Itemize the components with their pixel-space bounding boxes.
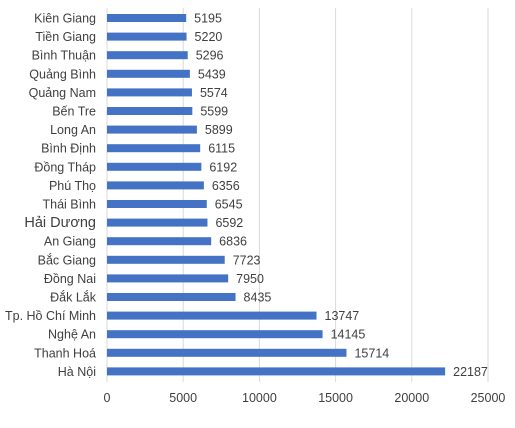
x-tick-label: 20000 (394, 391, 429, 405)
bar (107, 255, 225, 264)
value-label: 5220 (195, 30, 223, 44)
category-label: Tp. Hồ Chí Minh (5, 309, 96, 323)
value-label: 15714 (354, 346, 389, 360)
category-label: Thanh Hoá (34, 346, 96, 360)
bar (107, 144, 201, 153)
category-label: Bình Thuận (32, 49, 96, 63)
bar (107, 237, 212, 246)
bar (107, 311, 317, 320)
bar (107, 274, 229, 283)
x-axis-tick-labels: 0 5000 10000 15000 20000 25000 (104, 391, 506, 405)
category-label: Kiên Giang (34, 12, 96, 26)
bar (107, 200, 207, 208)
value-label: 13747 (325, 309, 360, 323)
category-label: Phú Thọ (49, 179, 96, 193)
category-label: Tiền Giang (35, 30, 96, 44)
value-label: 6592 (215, 216, 243, 230)
x-tick-label: 0 (104, 391, 111, 405)
value-label: 6192 (209, 160, 237, 174)
x-tick-label: 5000 (169, 391, 197, 405)
category-label: Đồng Tháp (34, 160, 96, 174)
category-label: An Giang (44, 235, 96, 249)
value-label: 5296 (196, 49, 224, 63)
bar (107, 367, 446, 376)
value-label: 5195 (194, 12, 222, 26)
bar (107, 181, 204, 190)
category-label: Quảng Nam (29, 86, 96, 100)
bar (107, 330, 323, 339)
bar (107, 51, 188, 60)
category-label: Bình Định (41, 142, 96, 156)
category-label: Hải Dương (24, 215, 96, 231)
value-label: 6115 (208, 142, 235, 156)
bar (107, 14, 187, 22)
gridlines (106, 8, 489, 382)
value-label: 5574 (200, 86, 228, 100)
bar (107, 32, 187, 41)
category-label: Bến Tre (52, 105, 96, 119)
category-label: Đồng Nai (44, 272, 96, 286)
bar (107, 293, 236, 301)
category-label: Hà Nội (58, 365, 96, 379)
value-label: 7723 (233, 253, 261, 267)
bar (107, 348, 347, 357)
bar (107, 107, 193, 115)
bar (107, 218, 208, 227)
category-label: Thái Bình (42, 198, 96, 212)
value-label: 6356 (212, 179, 240, 193)
bars (107, 14, 446, 376)
category-label: Nghệ An (48, 328, 96, 342)
value-label: 6545 (215, 198, 243, 212)
x-tick-label: 10000 (242, 391, 277, 405)
x-tick-label: 15000 (318, 391, 353, 405)
value-labels: 5195 5220 5296 5439 5574 5599 5899 6115 6192 6356… (194, 12, 488, 379)
category-label: Quảng Bình (29, 67, 96, 81)
value-label: 5439 (198, 67, 226, 81)
bar (107, 162, 202, 171)
bar (107, 88, 192, 97)
value-label: 5599 (200, 105, 228, 119)
bar (107, 125, 197, 134)
value-label: 8435 (244, 291, 272, 305)
category-label: Long An (50, 123, 96, 137)
bar (107, 69, 190, 78)
value-label: 22187 (453, 365, 488, 379)
category-label: Bắc Giang (38, 252, 96, 267)
value-label: 6836 (219, 235, 247, 249)
value-label: 5899 (205, 123, 233, 137)
x-tick-label: 25000 (471, 391, 506, 405)
category-labels: Kiên Giang Tiền Giang Bình Thuận Quảng Bình… (5, 12, 97, 379)
value-label: 7950 (236, 272, 264, 286)
category-label: Đắk Lắk (50, 290, 97, 305)
value-label: 14145 (331, 328, 366, 342)
